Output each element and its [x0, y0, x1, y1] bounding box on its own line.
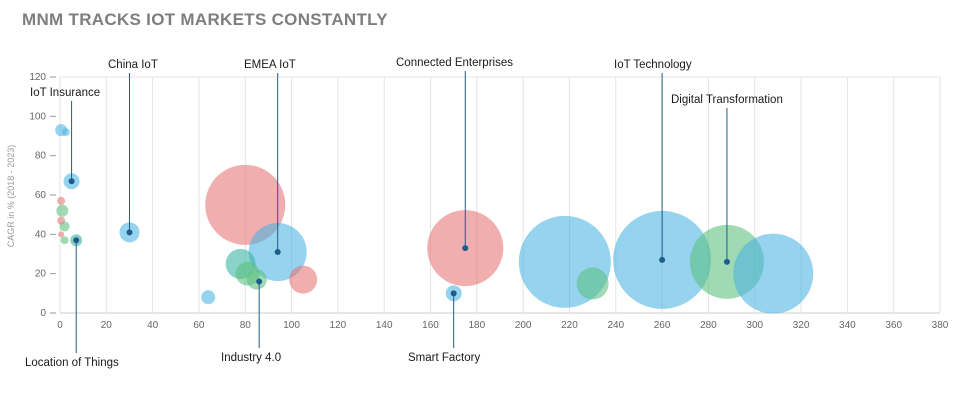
annotation-label: EMEA IoT	[244, 59, 296, 71]
x-tick-label: 380	[932, 320, 949, 331]
annotation-label: Location of Things	[25, 357, 119, 369]
bubble[interactable]	[61, 128, 70, 137]
bubble[interactable]	[289, 265, 318, 294]
bubble[interactable]	[246, 269, 267, 290]
annotation-label: China IoT	[108, 59, 158, 71]
x-tick-label: 320	[793, 320, 810, 331]
x-tick-label: 280	[700, 320, 717, 331]
annotation-dot	[274, 249, 281, 256]
annotation-dot	[73, 237, 80, 244]
x-tick-label: 200	[515, 320, 532, 331]
x-tick-label: 340	[839, 320, 856, 331]
annotation-label: Smart Factory	[408, 352, 480, 364]
y-tick-label: 120	[29, 72, 46, 83]
y-tick-label: 20	[35, 269, 47, 280]
annotation-dot	[450, 290, 457, 297]
x-tick-label: 20	[101, 320, 113, 331]
annotation-label: IoT Insurance	[30, 87, 100, 99]
x-tick-label: 40	[147, 320, 159, 331]
x-tick-label: 60	[193, 320, 205, 331]
annotation-label: Digital Transformation	[671, 94, 783, 106]
x-tick-label: 240	[607, 320, 624, 331]
x-tick-label: 180	[468, 320, 485, 331]
bubble[interactable]	[56, 204, 69, 217]
annotation-dot	[462, 245, 469, 252]
annotation-label: IoT Technology	[614, 59, 692, 71]
y-tick-label: 80	[35, 151, 47, 162]
bubble[interactable]	[59, 221, 70, 232]
y-tick-label: 40	[35, 229, 47, 240]
annotation-label: Industry 4.0	[221, 352, 281, 364]
x-tick-label: 260	[654, 320, 671, 331]
bubble[interactable]	[57, 196, 66, 205]
bubble[interactable]	[60, 236, 69, 245]
y-tick-label: 0	[40, 308, 46, 319]
y-tick-label: 100	[29, 111, 46, 122]
x-tick-label: 120	[330, 320, 347, 331]
y-tick-label: 60	[35, 190, 47, 201]
x-tick-label: 80	[240, 320, 252, 331]
x-tick-label: 220	[561, 320, 578, 331]
annotation-dot	[256, 278, 263, 285]
x-tick-label: 0	[57, 320, 63, 331]
bubble[interactable]	[733, 233, 814, 314]
annotation-dot	[126, 229, 133, 236]
annotation-dot	[659, 256, 666, 263]
page-title: MNM TRACKS IOT MARKETS CONSTANTLY	[22, 10, 388, 29]
bubble[interactable]	[58, 231, 65, 238]
y-axis-title: CAGR in % (2018 - 2023)	[6, 145, 16, 248]
x-tick-label: 140	[376, 320, 393, 331]
x-tick-label: 100	[283, 320, 300, 331]
bubble[interactable]	[201, 290, 216, 305]
bubble[interactable]	[576, 267, 609, 300]
annotation-dot	[723, 258, 730, 265]
annotation-dot	[68, 178, 75, 185]
x-tick-label: 360	[885, 320, 902, 331]
x-tick-label: 300	[746, 320, 763, 331]
bubble[interactable]	[205, 164, 286, 245]
x-tick-label: 160	[422, 320, 439, 331]
annotation-label: Connected Enterprises	[396, 57, 513, 69]
